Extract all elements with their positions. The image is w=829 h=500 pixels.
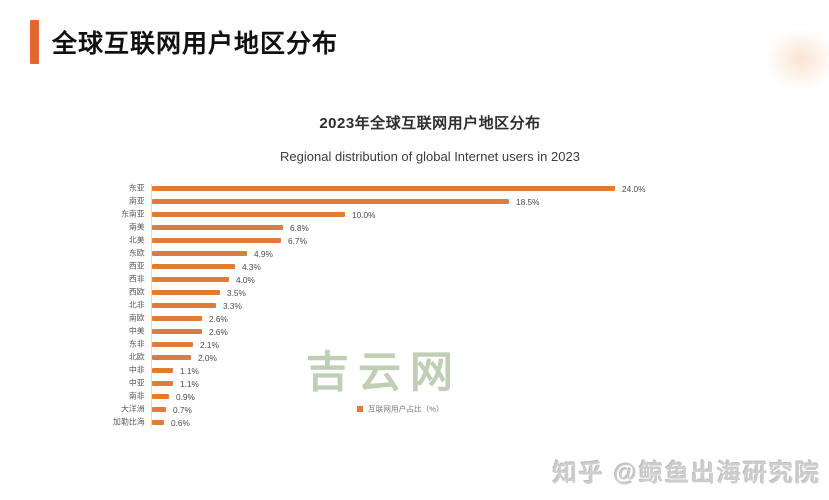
value-label: 18.5% [516,196,540,207]
chart-row: 东欧 4.9% [0,247,829,260]
category-label: 北欧 [128,352,145,362]
bar [152,316,203,321]
chart-title: 2023年全球互联网用户地区分布 [319,115,541,132]
value-label: 2.6% [209,326,229,337]
category-label: 大洋洲 [120,404,145,414]
chart-row: 北美 6.7% [0,234,829,247]
bar [152,407,166,412]
category-label: 南欧 [128,313,145,323]
chart-row: 加勒比海 0.6% [0,416,829,429]
value-label: 0.9% [176,391,196,402]
value-label: 4.0% [236,274,256,285]
category-label: 东南亚 [120,209,145,219]
value-label: 0.6% [170,417,190,428]
value-label: 6.8% [290,222,310,233]
value-label: 1.1% [180,365,200,376]
value-label: 4.3% [242,261,261,272]
bar [152,342,193,347]
bar-chart-plot: 东亚 24.0% 南亚 18.5% 东南亚 10.0% 南美 6.8% 北美 6.7% 东欧 4.9%… [0,182,829,429]
chart-subtitle: Regional distribution of global Internet… [280,149,580,164]
chart-row: 南欧 2.6% [0,312,829,325]
value-label: 24.0% [622,183,646,194]
chart-row: 东非 2.1% [0,338,829,351]
bar [152,290,220,295]
value-label: 3.3% [222,300,242,311]
chart-row: 中亚 1.1% [0,377,829,390]
chart-row: 中非 1.1% [0,364,829,377]
chart-row: 西欧 3.5% [0,286,829,299]
chart-row: 南非 0.9% [0,390,829,403]
chart-legend: 互联网用户占比（%） [357,402,457,415]
corner-smudge-decoration [765,28,829,90]
category-label: 西欧 [128,287,145,297]
value-label: 1.1% [180,378,200,389]
bar [152,368,174,373]
chart-row: 东南亚 10.0% [0,208,829,221]
chart-row: 南亚 18.5% [0,195,829,208]
value-label: 2.1% [199,339,219,350]
bar [152,199,510,204]
page-title: 全球互联网用户地区分布 [52,30,339,58]
category-label: 中亚 [128,378,145,388]
category-label: 西亚 [128,261,145,271]
chart-row: 西非 4.0% [0,273,829,286]
value-label: 4.9% [253,248,273,259]
bar [152,264,235,269]
bar [152,238,282,243]
value-label: 10.0% [352,209,376,220]
bar [152,225,284,230]
value-label: 6.7% [288,235,308,246]
bar [152,381,174,386]
category-label: 中非 [128,365,145,375]
category-label: 加勒比海 [113,417,145,427]
chart-row: 大洋洲 0.7% [0,403,829,416]
category-label: 南非 [128,391,145,401]
chart-row: 东亚 24.0% [0,182,829,195]
value-label: 3.5% [226,287,246,298]
chart-row: 南美 6.8% [0,221,829,234]
bar [152,329,203,334]
value-label: 2.0% [197,352,217,363]
y-axis-line [151,184,152,428]
legend-swatch [357,405,363,412]
bar [152,303,216,308]
category-label: 东非 [128,339,145,349]
category-label: 中美 [128,326,145,336]
bar [152,212,345,217]
source-attribution: 知乎 @鲸鱼出海研究院 [552,460,821,487]
header-accent-bar [30,20,39,64]
legend-label: 互联网用户占比（%） [368,404,444,414]
value-label: 2.6% [209,313,229,324]
bar [152,355,191,360]
bar [152,420,164,425]
category-label: 南亚 [128,196,145,206]
chart-row: 北非 3.3% [0,299,829,312]
category-label: 北非 [128,300,145,310]
category-label: 北美 [128,235,145,245]
chart-row: 中美 2.6% [0,325,829,338]
category-label: 东欧 [128,248,145,258]
category-label: 南美 [128,222,145,232]
chart-row: 北欧 2.0% [0,351,829,364]
chart-row: 西亚 4.3% [0,260,829,273]
bar [152,277,230,282]
page-header: 全球互联网用户地区分布 [30,20,338,64]
category-label: 西非 [128,274,145,284]
chart-title-block: 2023年全球互联网用户地区分布 Regional distribution o… [110,112,750,164]
value-label: 0.7% [172,404,192,415]
category-label: 东亚 [128,183,145,193]
bar [152,394,170,399]
bar [152,186,616,191]
bar [152,251,247,256]
